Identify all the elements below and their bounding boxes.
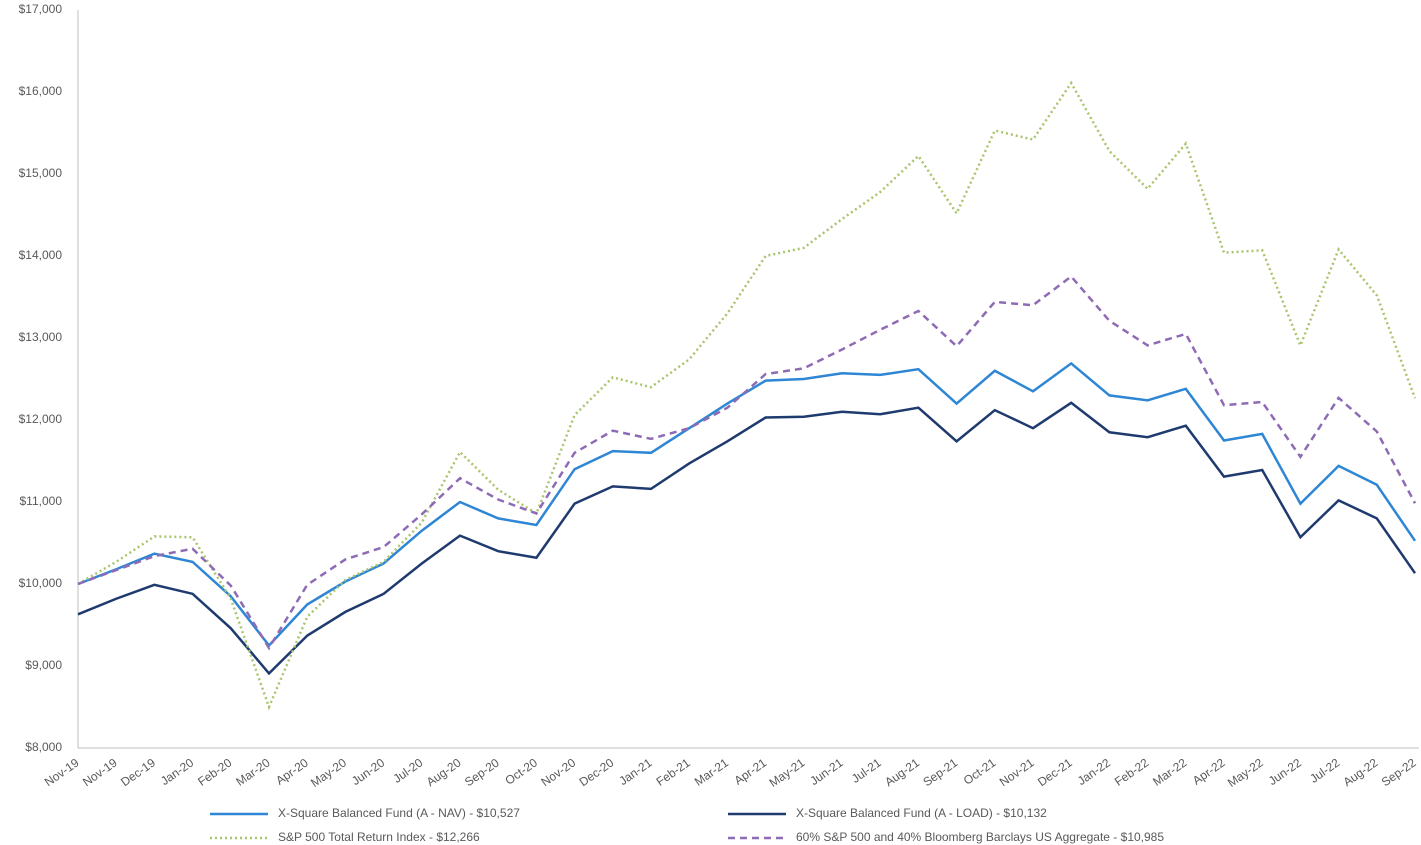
x-tick-label: Jan-21 [616, 755, 654, 788]
x-tick-label: Oct-21 [961, 755, 999, 787]
legend-label: X-Square Balanced Fund (A - LOAD) - $10,… [796, 806, 1047, 820]
x-tick-label: May-21 [767, 755, 808, 790]
x-tick-label: Mar-22 [1150, 755, 1189, 788]
x-tick-label: Dec-19 [118, 755, 158, 789]
x-tick-label: Mar-21 [692, 755, 731, 788]
x-tick-label: May-20 [308, 755, 349, 790]
x-tick-label: Feb-21 [654, 755, 693, 788]
x-tick-label: Jan-20 [158, 755, 196, 788]
x-tick-label: Feb-20 [195, 755, 234, 788]
x-tick-label: Apr-22 [1190, 755, 1228, 787]
series-line [77, 361, 1417, 648]
y-tick-label: $12,000 [19, 412, 63, 426]
legend-label: 60% S&P 500 and 40% Bloomberg Barclays U… [796, 830, 1164, 844]
x-tick-label: Feb-22 [1112, 755, 1151, 788]
series-line [77, 80, 1417, 711]
legend-label: S&P 500 Total Return Index - $12,266 [278, 830, 480, 844]
x-tick-label: Aug-22 [1341, 755, 1381, 789]
x-tick-label: Aug-20 [424, 755, 464, 789]
y-tick-label: $13,000 [19, 330, 63, 344]
y-tick-label: $17,000 [19, 2, 63, 16]
x-tick-label: Jan-22 [1075, 755, 1113, 788]
x-tick-label: Dec-21 [1035, 755, 1075, 789]
x-tick-label: Apr-21 [732, 755, 770, 787]
y-tick-label: $8,000 [25, 740, 62, 754]
x-tick-label: Jun-22 [1266, 755, 1304, 788]
x-tick-label: Oct-20 [502, 755, 540, 787]
y-tick-label: $11,000 [20, 494, 63, 508]
x-tick-label: Jun-21 [807, 755, 845, 788]
x-tick-label: Jul-22 [1307, 755, 1342, 785]
x-tick-label: Sep-20 [462, 755, 502, 789]
x-tick-label: May-22 [1225, 755, 1266, 790]
y-tick-label: $14,000 [19, 248, 63, 262]
x-tick-label: Apr-20 [273, 755, 311, 787]
x-tick-label: Nov-19 [80, 755, 120, 789]
x-tick-label: Jul-21 [849, 755, 884, 785]
x-tick-label: Nov-21 [997, 755, 1037, 789]
series-line [77, 401, 1417, 676]
x-tick-label: Nov-19 [42, 755, 82, 789]
x-tick-label: Jul-20 [391, 755, 426, 785]
x-tick-label: Aug-21 [882, 755, 922, 789]
series-line [77, 274, 1417, 651]
y-tick-label: $10,000 [19, 576, 63, 590]
x-tick-label: Mar-20 [233, 755, 272, 788]
x-tick-label: Jun-20 [349, 755, 387, 788]
y-tick-label: $15,000 [19, 166, 63, 180]
legend-label: X-Square Balanced Fund (A - NAV) - $10,5… [278, 806, 520, 820]
x-tick-label: Nov-20 [538, 755, 578, 789]
x-tick-label: Dec-20 [577, 755, 617, 789]
x-tick-label: Sep-22 [1379, 755, 1419, 789]
x-tick-label: Sep-21 [920, 755, 960, 789]
y-tick-label: $9,000 [25, 658, 62, 672]
y-tick-label: $16,000 [19, 84, 63, 98]
